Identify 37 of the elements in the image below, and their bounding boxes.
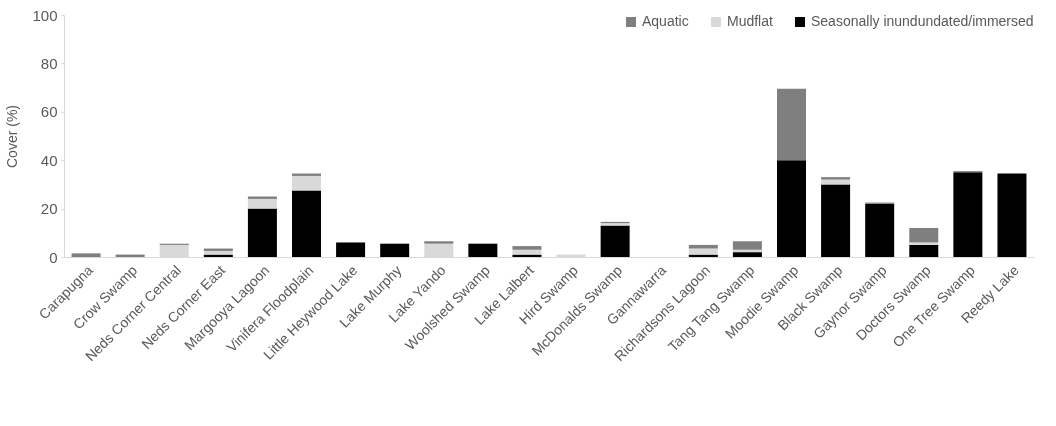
bar — [777, 88, 806, 161]
legend-label: Aquatic — [642, 13, 689, 29]
y-tick-label: 20 — [40, 200, 58, 218]
legend-label: Mudflat — [727, 13, 774, 29]
bar — [468, 243, 498, 257]
bar — [997, 173, 1027, 257]
bar — [71, 253, 101, 257]
bar — [732, 252, 762, 257]
bar — [732, 241, 762, 250]
bar — [821, 177, 851, 180]
y-tick-label: 80 — [40, 54, 58, 72]
bar — [203, 250, 233, 255]
bar — [953, 172, 983, 257]
y-axis-title: Cover (%) — [4, 104, 21, 169]
bar — [247, 198, 277, 209]
bar — [380, 243, 410, 257]
bar — [512, 246, 542, 250]
bar — [292, 190, 321, 257]
bar — [821, 184, 851, 257]
bar — [512, 249, 542, 255]
bar — [600, 225, 630, 257]
bar — [424, 241, 454, 244]
bar — [909, 244, 939, 257]
bar — [336, 242, 366, 257]
y-tick-label: 100 — [32, 6, 58, 24]
bar — [865, 203, 895, 257]
bar — [909, 242, 939, 245]
bar — [909, 227, 939, 243]
y-tick-label: 0 — [49, 248, 58, 266]
legend-label: Seasonally inundundated/immersed — [811, 13, 1034, 29]
y-tick-label: 40 — [40, 151, 58, 169]
bar — [688, 244, 718, 249]
y-tick-label: 60 — [40, 103, 58, 121]
bar — [777, 160, 806, 257]
bar — [688, 248, 718, 255]
bar — [292, 175, 321, 191]
bar — [247, 208, 277, 257]
